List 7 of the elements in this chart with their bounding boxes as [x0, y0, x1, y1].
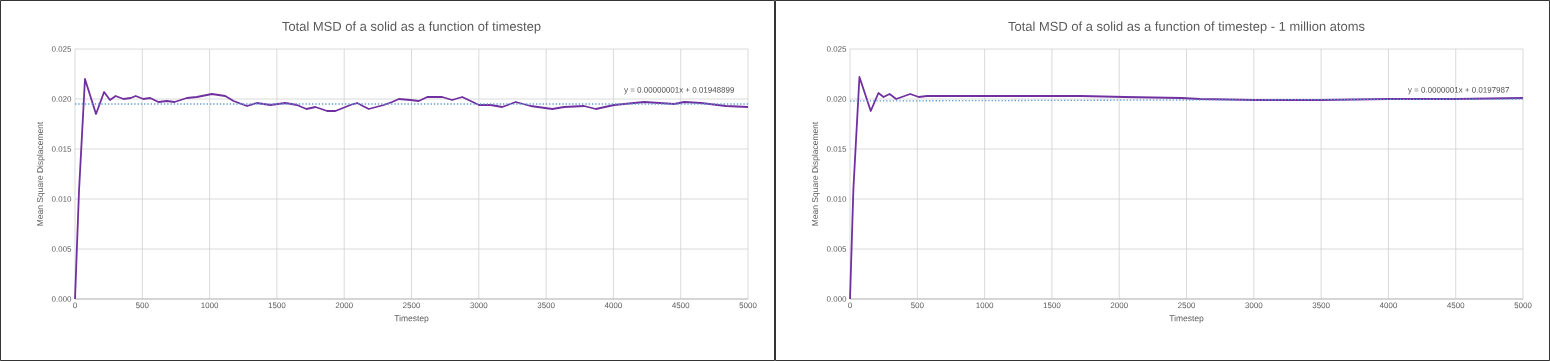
y-axis-title: Mean Square Displacement	[36, 121, 45, 226]
chart-title: Total MSD of a solid as a function of timestep - 1 million atoms	[1008, 21, 1365, 34]
y-axis-title: Mean Square Displacement	[811, 121, 820, 226]
line-series	[74, 78, 749, 300]
chart-title: Total MSD of a solid as a function of timestep	[282, 21, 541, 34]
x-axis-title: Timestep	[394, 315, 429, 323]
x-axis-title: Timestep	[1169, 315, 1204, 323]
